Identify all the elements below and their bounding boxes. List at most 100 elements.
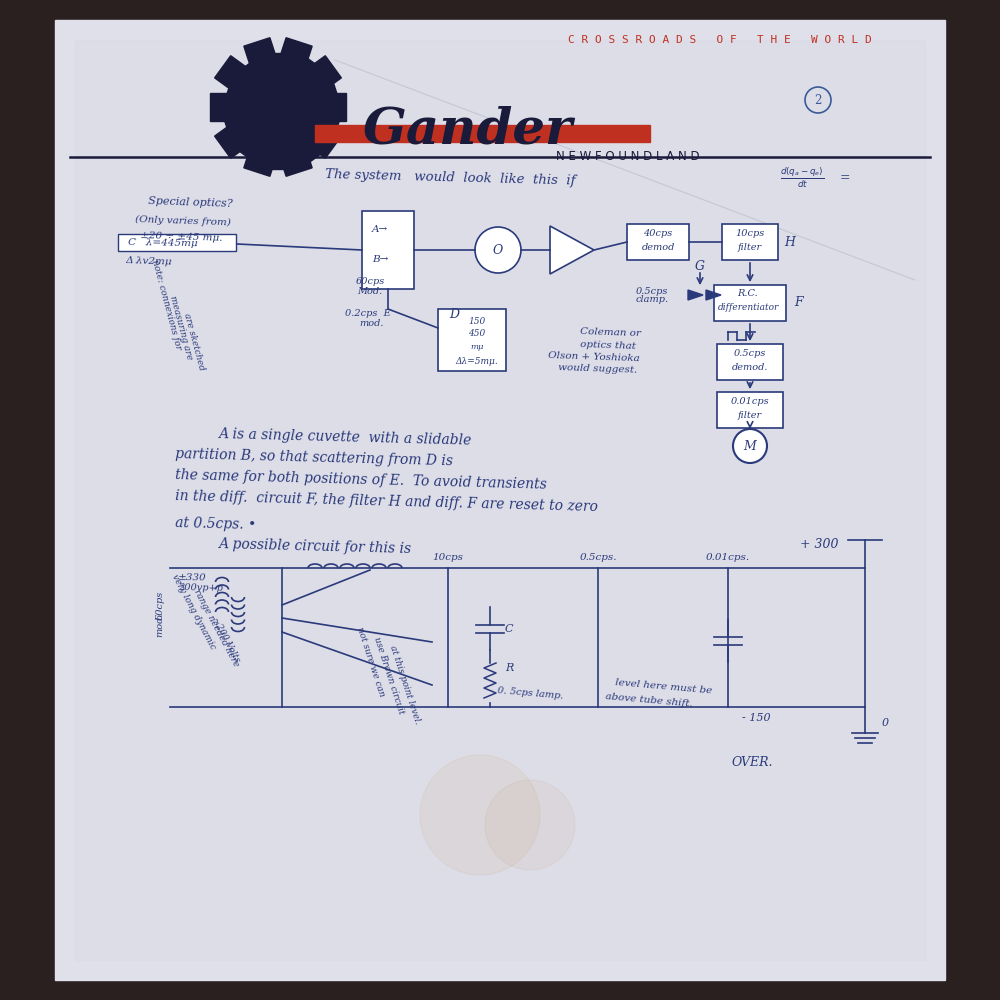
Polygon shape (215, 56, 341, 158)
Text: Special optics?: Special optics? (148, 196, 233, 208)
Text: range needed here: range needed here (192, 588, 240, 668)
Text: measuring are: measuring are (168, 295, 194, 361)
Text: partition B, so that scattering from D is: partition B, so that scattering from D i… (175, 447, 453, 469)
Text: (Only varies from): (Only varies from) (135, 215, 231, 227)
Bar (717, 344, 783, 380)
Text: M: M (744, 440, 756, 452)
Text: 2: 2 (814, 94, 822, 106)
Text: filter: filter (738, 242, 762, 251)
Text: C: C (505, 624, 514, 634)
Polygon shape (244, 38, 312, 176)
Text: filter: filter (738, 410, 762, 420)
Text: =: = (840, 172, 850, 184)
Text: mod.: mod. (360, 318, 384, 328)
Circle shape (733, 429, 767, 463)
Text: Mod.: Mod. (357, 286, 383, 296)
Bar (118, 234, 236, 251)
Text: above tube shift.: above tube shift. (605, 692, 693, 708)
Bar (362, 211, 414, 289)
Bar (714, 285, 786, 321)
Polygon shape (210, 93, 346, 121)
Text: H: H (785, 235, 795, 248)
Text: Δλ=5mμ.: Δλ=5mμ. (456, 357, 498, 365)
Text: 0.5cps.: 0.5cps. (579, 552, 617, 562)
Text: 150: 150 (468, 316, 486, 326)
Text: 60cps: 60cps (355, 277, 385, 286)
Text: ±330: ±330 (178, 573, 207, 583)
Text: level here must be: level here must be (615, 678, 713, 696)
Polygon shape (244, 38, 312, 176)
Text: at 0.5cps. •: at 0.5cps. • (175, 516, 256, 532)
Text: ±20 ÷ ±45 mμ.: ±20 ÷ ±45 mμ. (140, 231, 223, 243)
Text: ~200 Volts: ~200 Volts (210, 616, 241, 664)
Text: are sketched: are sketched (182, 312, 206, 372)
Polygon shape (272, 53, 292, 169)
Text: demod: demod (641, 242, 675, 251)
Text: 0: 0 (882, 718, 889, 728)
Bar (438, 309, 506, 371)
Text: A is a single cuvette  with a slidable: A is a single cuvette with a slidable (218, 427, 472, 447)
Text: Coleman or: Coleman or (580, 327, 641, 339)
Text: N E W F O U N D L A N D: N E W F O U N D L A N D (556, 150, 700, 163)
Text: Δ λv2mμ: Δ λv2mμ (125, 256, 172, 266)
Bar (55, 20, 945, 980)
Text: 10cps: 10cps (432, 552, 464, 562)
Text: differentiator: differentiator (717, 304, 779, 312)
Text: A→: A→ (372, 226, 388, 234)
Bar (627, 224, 689, 260)
Text: clamp.: clamp. (635, 296, 669, 304)
Text: at this point level.: at this point level. (388, 644, 422, 726)
Text: mμ: mμ (470, 343, 484, 351)
Text: 0.2cps  E: 0.2cps E (345, 310, 391, 318)
Text: use Brown circuit: use Brown circuit (372, 636, 405, 716)
Text: F: F (794, 296, 802, 310)
Text: 0.01cps.: 0.01cps. (706, 552, 750, 562)
Text: D: D (449, 308, 459, 320)
Text: + 300: + 300 (800, 538, 838, 552)
Text: Olson + Yoshioka: Olson + Yoshioka (548, 351, 640, 363)
Text: very long dynamic: very long dynamic (170, 573, 217, 651)
Text: $\frac{d(q_a-q_e)}{dt}$: $\frac{d(q_a-q_e)}{dt}$ (780, 166, 824, 190)
Circle shape (420, 755, 540, 875)
Text: A possible circuit for this is: A possible circuit for this is (218, 537, 411, 557)
Text: C   λ=445mμ: C λ=445mμ (128, 238, 198, 248)
Text: OVER.: OVER. (732, 756, 774, 768)
Text: note: connexions for: note: connexions for (150, 259, 183, 351)
Text: in the diff.  circuit F, the filter H and diff. F are reset to zero: in the diff. circuit F, the filter H and… (175, 489, 598, 515)
Polygon shape (688, 290, 703, 300)
Text: 0. 5cps lamp.: 0. 5cps lamp. (497, 686, 564, 700)
Polygon shape (550, 226, 594, 274)
Text: G: G (695, 260, 705, 273)
Text: 200vp+p: 200vp+p (178, 583, 223, 593)
Text: optics that: optics that (580, 340, 636, 350)
Polygon shape (224, 84, 340, 138)
Text: 40cps: 40cps (643, 229, 673, 237)
Bar (717, 392, 783, 428)
Polygon shape (240, 58, 324, 164)
Text: O: O (493, 243, 503, 256)
Text: B→: B→ (372, 255, 388, 264)
Polygon shape (215, 56, 341, 158)
Text: not sure we can: not sure we can (355, 626, 386, 698)
Bar (75, 40, 925, 960)
Circle shape (475, 227, 521, 273)
Text: 10cps: 10cps (735, 229, 765, 237)
Polygon shape (240, 58, 324, 164)
Text: 0.5cps: 0.5cps (734, 349, 766, 358)
Text: mod.: mod. (156, 613, 164, 637)
Text: demod.: demod. (732, 362, 768, 371)
Text: would suggest.: would suggest. (558, 363, 637, 375)
Text: C R O S S R O A D S   O F   T H E   W O R L D: C R O S S R O A D S O F T H E W O R L D (568, 35, 872, 45)
Text: the same for both positions of E.  To avoid transients: the same for both positions of E. To avo… (175, 468, 547, 492)
Bar (315, 125, 650, 142)
Text: R.C.: R.C. (738, 290, 758, 298)
Polygon shape (224, 84, 340, 138)
Text: 0.5cps: 0.5cps (636, 286, 668, 296)
Text: 60cps: 60cps (156, 590, 164, 620)
Bar (722, 224, 778, 260)
Text: R: R (505, 663, 513, 673)
Circle shape (485, 780, 575, 870)
Text: The system   would  look  like  this  if: The system would look like this if (325, 168, 575, 188)
Polygon shape (706, 290, 721, 300)
Text: - 150: - 150 (742, 713, 771, 723)
